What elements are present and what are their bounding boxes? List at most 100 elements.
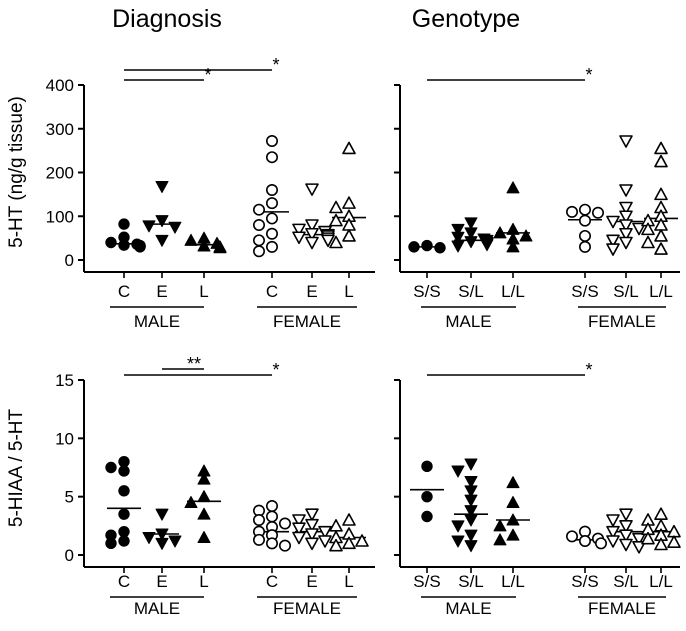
open-down-triangle-marker bbox=[305, 227, 319, 241]
category-female-l: L bbox=[329, 141, 366, 301]
open-down-triangle-marker bbox=[619, 201, 633, 215]
x-tick-label: L/L bbox=[649, 572, 673, 591]
x-tick-label: E bbox=[306, 282, 317, 301]
open-down-triangle-marker bbox=[305, 528, 319, 541]
group-female: FEMALE C E L bbox=[253, 499, 369, 618]
category-male-c: C bbox=[105, 218, 146, 301]
category-female-e: E bbox=[292, 183, 335, 301]
group-male: MALE S/S S/L L/L bbox=[408, 181, 533, 331]
group-label: FEMALE bbox=[588, 599, 656, 618]
filled-up-triangle-marker bbox=[506, 476, 520, 489]
open-up-triangle-marker bbox=[667, 535, 681, 548]
open-down-triangle-marker bbox=[619, 219, 633, 232]
panel-1: Diagnosis 5-HT (ng/g tissue) 0 100 200 300 400… bbox=[6, 5, 375, 331]
x-tick-label: C bbox=[266, 282, 278, 301]
x-tick-label: C bbox=[266, 572, 278, 591]
open-circle-marker bbox=[578, 214, 591, 227]
filled-circle-marker bbox=[118, 239, 130, 251]
x-tick-label: L bbox=[344, 572, 353, 591]
x-tick-label: L bbox=[199, 282, 208, 301]
group-label: MALE bbox=[445, 312, 491, 331]
y-tick-label: 300 bbox=[46, 120, 74, 139]
panel-4: MALE S/S S/L L/L FEMALE S/S S/L L/L * bbox=[394, 360, 681, 618]
significance-label: * bbox=[204, 65, 211, 85]
panel-title: Genotype bbox=[412, 5, 520, 33]
category-female-ll: L/L bbox=[641, 141, 678, 301]
open-circle-marker bbox=[265, 240, 278, 253]
category-male-l: L bbox=[184, 464, 221, 591]
group-female: FEMALE C E L bbox=[253, 135, 366, 331]
filled-down-triangle-marker bbox=[451, 465, 465, 478]
open-down-triangle-marker bbox=[606, 215, 620, 229]
x-tick-label: E bbox=[156, 572, 167, 591]
filled-down-triangle-marker bbox=[464, 494, 478, 507]
filled-down-triangle-marker bbox=[142, 220, 156, 233]
significance-label: * bbox=[272, 360, 279, 380]
open-circle-marker bbox=[594, 537, 607, 550]
filled-up-triangle-marker bbox=[197, 472, 211, 485]
y-tick-label: 5 bbox=[65, 488, 74, 507]
open-down-triangle-marker bbox=[632, 541, 646, 554]
filled-circle-marker bbox=[118, 535, 130, 547]
category-female-sl: S/L bbox=[606, 135, 646, 301]
filled-down-triangle-marker bbox=[155, 181, 169, 193]
filled-circle-marker bbox=[118, 508, 130, 520]
open-circle-marker bbox=[265, 184, 278, 197]
filled-circle-marker bbox=[105, 236, 117, 249]
filled-down-triangle-marker bbox=[464, 236, 478, 249]
x-tick-label: S/L bbox=[458, 572, 484, 591]
open-down-triangle-marker bbox=[606, 535, 620, 548]
filled-circle-marker bbox=[134, 241, 146, 253]
filled-down-triangle-marker bbox=[451, 535, 465, 548]
open-circle-marker bbox=[253, 234, 266, 247]
open-down-triangle-marker bbox=[292, 531, 306, 545]
x-tick-label: E bbox=[156, 282, 167, 301]
open-down-triangle-marker bbox=[606, 234, 620, 248]
open-up-triangle-marker bbox=[641, 235, 655, 249]
filled-up-triangle-marker bbox=[197, 490, 211, 503]
open-circle-marker bbox=[253, 219, 266, 232]
filled-up-triangle-marker bbox=[506, 513, 520, 526]
open-circle-marker bbox=[265, 197, 278, 210]
open-circle-marker bbox=[591, 206, 604, 219]
filled-circle-marker bbox=[408, 241, 420, 253]
open-up-triangle-marker bbox=[654, 229, 668, 242]
open-circle-marker bbox=[578, 240, 591, 253]
open-down-triangle-marker bbox=[321, 234, 335, 248]
x-tick-label: L/L bbox=[501, 282, 525, 301]
open-down-triangle-marker bbox=[305, 183, 319, 196]
open-circle-marker bbox=[265, 227, 278, 240]
y-tick-label: 200 bbox=[46, 164, 74, 183]
open-up-triangle-marker bbox=[342, 196, 356, 209]
filled-down-triangle-marker bbox=[464, 217, 478, 230]
category-male-ll: L/L bbox=[493, 476, 530, 591]
filled-down-triangle-marker bbox=[464, 529, 478, 542]
open-up-triangle-marker bbox=[654, 141, 668, 155]
y-axis-label: 5-HIAA / 5-HT bbox=[6, 408, 27, 527]
x-tick-label: L/L bbox=[501, 572, 525, 591]
open-up-triangle-marker bbox=[342, 513, 356, 526]
category-male-ss: S/S bbox=[410, 460, 444, 591]
y-tick-label: 100 bbox=[46, 207, 74, 226]
filled-up-triangle-marker bbox=[184, 496, 198, 508]
open-down-triangle-marker bbox=[606, 525, 620, 539]
y-tick-label: 400 bbox=[46, 76, 74, 95]
open-up-triangle-marker bbox=[329, 519, 343, 532]
filled-down-triangle-marker bbox=[451, 231, 465, 244]
x-tick-label: E bbox=[306, 572, 317, 591]
category-male-sl: S/L bbox=[451, 217, 494, 301]
open-up-triangle-marker bbox=[342, 229, 356, 242]
category-female-ll: L/L bbox=[641, 507, 681, 591]
open-down-triangle-marker bbox=[318, 525, 332, 539]
filled-up-triangle-marker bbox=[519, 229, 533, 242]
filled-circle-marker bbox=[421, 239, 433, 252]
filled-down-triangle-marker bbox=[168, 535, 182, 548]
filled-down-triangle-marker bbox=[451, 223, 465, 236]
category-female-e: E bbox=[292, 508, 332, 591]
open-down-triangle-marker bbox=[619, 236, 633, 250]
x-tick-label: C bbox=[118, 572, 130, 591]
open-circle-marker bbox=[278, 517, 291, 530]
open-circle-marker bbox=[265, 212, 278, 225]
